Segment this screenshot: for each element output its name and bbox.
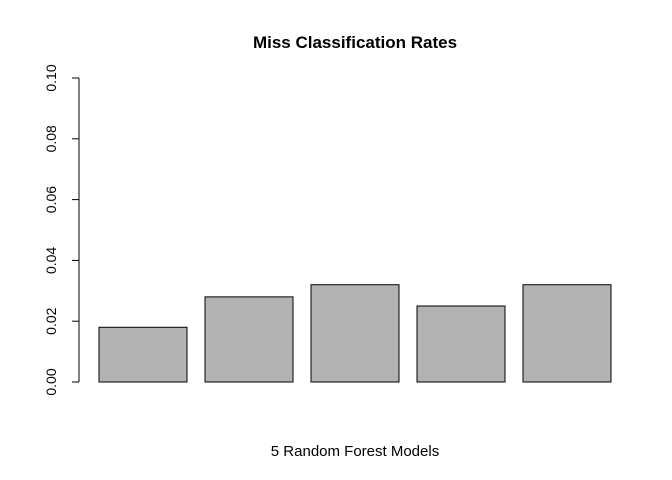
bars-group: [98, 284, 612, 383]
y-tick-label: 0.04: [43, 247, 59, 274]
bar-model-2: [204, 296, 294, 383]
y-axis-ticks: 0.00 0.02 0.04 0.06 0.08 0.10: [43, 64, 79, 396]
y-tick-label: 0.10: [43, 64, 59, 91]
y-tick-label: 0.02: [43, 307, 59, 334]
chart-title: Miss Classification Rates: [253, 33, 457, 52]
bar-model-5: [522, 284, 612, 383]
bar-model-1: [98, 326, 188, 383]
x-axis-label: 5 Random Forest Models: [271, 443, 439, 460]
y-tick-label: 0.00: [43, 368, 59, 395]
bar-model-4: [416, 305, 506, 383]
y-tick-label: 0.06: [43, 186, 59, 213]
bar-model-3: [310, 284, 400, 383]
y-tick-label: 0.08: [43, 125, 59, 152]
